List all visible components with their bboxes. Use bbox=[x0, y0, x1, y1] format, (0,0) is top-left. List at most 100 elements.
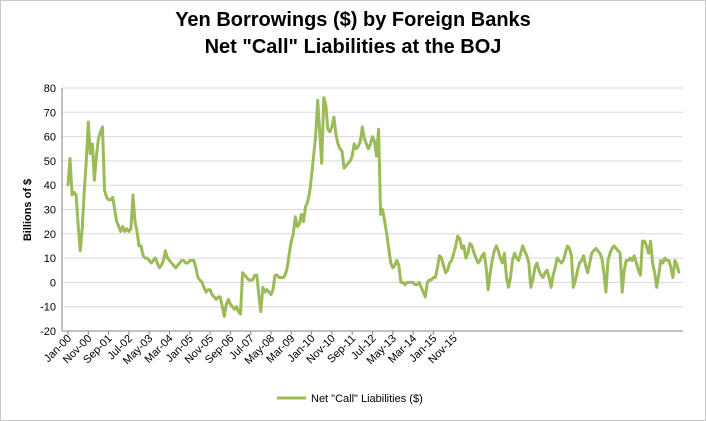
data-point bbox=[269, 293, 273, 296]
data-point bbox=[190, 259, 194, 262]
data-point bbox=[76, 222, 80, 226]
data-point bbox=[493, 249, 496, 253]
x-tick-labels: Jan-00Nov-00Sep-01Jul-02May-03Mar-04Jan-… bbox=[42, 331, 460, 367]
data-point bbox=[101, 125, 104, 129]
data-point bbox=[125, 227, 129, 231]
data-point bbox=[602, 271, 606, 274]
data-point bbox=[620, 290, 624, 294]
data-point bbox=[330, 125, 334, 129]
chart-title-line1: Yen Borrowings ($) by Foreign Banks bbox=[175, 9, 531, 31]
data-point bbox=[139, 244, 143, 248]
data-point bbox=[420, 286, 423, 289]
data-point bbox=[622, 269, 626, 272]
data-point bbox=[428, 278, 431, 282]
data-point bbox=[227, 298, 230, 301]
data-point bbox=[182, 259, 185, 262]
data-point bbox=[83, 191, 86, 194]
data-point bbox=[353, 142, 356, 146]
data-point bbox=[641, 239, 644, 243]
data-point bbox=[286, 266, 289, 270]
data-point bbox=[156, 261, 159, 265]
data-point bbox=[135, 230, 139, 233]
data-point bbox=[373, 140, 376, 143]
data-point bbox=[629, 256, 632, 260]
data-point bbox=[385, 232, 388, 235]
data-point bbox=[675, 264, 679, 267]
data-point bbox=[499, 256, 502, 260]
data-point bbox=[484, 266, 488, 270]
data-point bbox=[137, 244, 141, 248]
chart-title-line2: Net "Call" Liabilities at the BOJ bbox=[204, 36, 502, 58]
data-point bbox=[515, 256, 518, 260]
data-point bbox=[513, 252, 516, 255]
data-point bbox=[665, 259, 669, 262]
data-point bbox=[223, 315, 226, 318]
data-point bbox=[590, 252, 593, 255]
y-tick-label: -10 bbox=[40, 302, 56, 314]
data-point bbox=[539, 273, 543, 277]
data-point bbox=[507, 286, 510, 289]
data-point bbox=[596, 249, 600, 253]
data-point bbox=[645, 244, 648, 248]
data-point bbox=[558, 259, 561, 262]
data-point bbox=[296, 225, 299, 228]
data-point bbox=[304, 205, 307, 209]
data-point bbox=[598, 252, 602, 255]
data-point bbox=[206, 288, 210, 291]
chart-title: Yen Borrowings ($) by Foreign Banks Net … bbox=[1, 7, 705, 61]
data-point bbox=[186, 261, 189, 265]
data-point bbox=[328, 130, 332, 133]
data-point bbox=[480, 254, 484, 257]
data-point bbox=[239, 312, 242, 316]
data-point bbox=[107, 198, 110, 201]
data-point bbox=[365, 142, 368, 146]
data-point bbox=[669, 266, 673, 270]
data-point bbox=[158, 266, 161, 270]
data-point bbox=[509, 276, 512, 279]
data-point bbox=[164, 249, 167, 253]
data-point bbox=[288, 252, 291, 255]
y-tick-label: 50 bbox=[44, 156, 56, 168]
data-point bbox=[519, 252, 522, 255]
data-point bbox=[422, 290, 425, 294]
data-point bbox=[217, 295, 220, 299]
data-point bbox=[456, 235, 459, 238]
data-point bbox=[202, 286, 206, 289]
data-point bbox=[574, 278, 577, 282]
data-point bbox=[143, 256, 147, 260]
data-point bbox=[436, 266, 439, 270]
data-point bbox=[397, 264, 401, 267]
data-point bbox=[657, 273, 660, 277]
data-point bbox=[249, 278, 252, 282]
data-point bbox=[306, 201, 309, 204]
data-point bbox=[283, 273, 287, 277]
data-point bbox=[460, 247, 464, 250]
data-point bbox=[580, 259, 583, 262]
data-point bbox=[81, 227, 84, 231]
data-point bbox=[200, 281, 204, 284]
data-point bbox=[616, 249, 620, 253]
data-point bbox=[115, 220, 118, 223]
data-point bbox=[145, 256, 149, 260]
data-point bbox=[308, 191, 311, 194]
data-point bbox=[111, 196, 114, 199]
data-point bbox=[448, 261, 451, 265]
data-point bbox=[298, 222, 301, 226]
data-point bbox=[363, 137, 366, 141]
data-point bbox=[505, 276, 508, 279]
y-tick-label: -20 bbox=[40, 326, 56, 338]
data-point bbox=[649, 239, 652, 243]
data-point bbox=[166, 256, 169, 260]
data-point bbox=[379, 213, 382, 216]
data-point bbox=[212, 295, 216, 299]
data-point bbox=[521, 244, 524, 248]
data-point bbox=[440, 256, 443, 260]
data-point bbox=[541, 276, 545, 279]
data-point bbox=[85, 159, 88, 163]
data-point bbox=[154, 256, 157, 260]
data-point bbox=[123, 230, 127, 233]
data-point bbox=[588, 261, 591, 265]
data-point bbox=[119, 230, 122, 233]
data-point bbox=[180, 259, 183, 262]
